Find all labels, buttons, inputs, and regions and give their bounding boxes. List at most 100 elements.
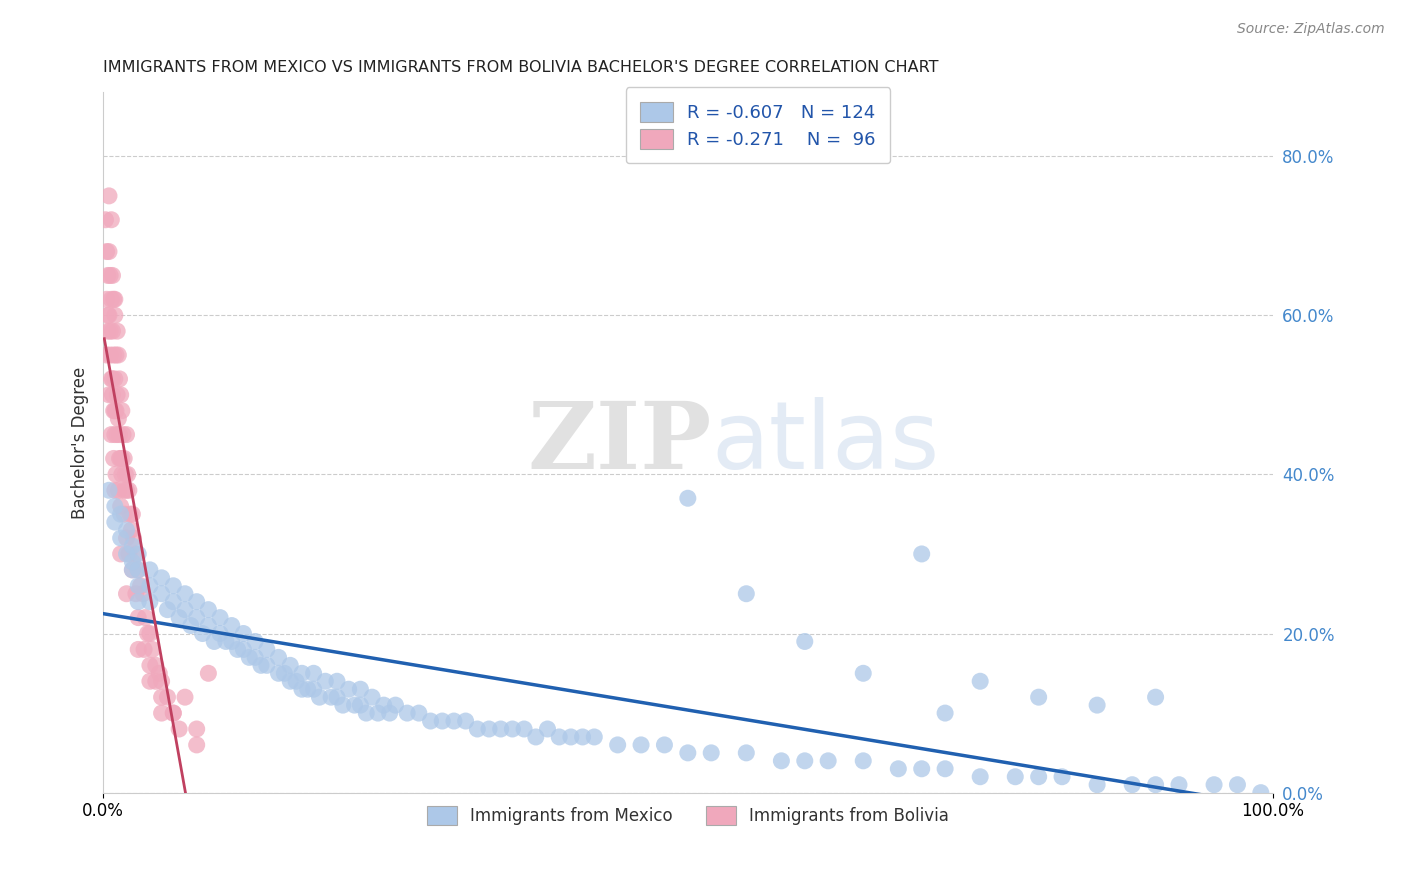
Point <box>105 427 128 442</box>
Point <box>122 531 145 545</box>
Point <box>524 730 547 744</box>
Point <box>969 674 991 689</box>
Point <box>139 658 162 673</box>
Point <box>911 547 934 561</box>
Point <box>107 483 129 498</box>
Point <box>186 595 208 609</box>
Point <box>141 642 163 657</box>
Point <box>548 730 571 744</box>
Point <box>101 388 124 402</box>
Point <box>110 388 132 402</box>
Point <box>606 738 628 752</box>
Point <box>221 618 243 632</box>
Point <box>793 634 815 648</box>
Point <box>443 714 465 728</box>
Point <box>186 610 208 624</box>
Point <box>127 563 149 577</box>
Point <box>115 523 138 537</box>
Point <box>162 706 184 720</box>
Point <box>111 427 134 442</box>
Point <box>273 666 295 681</box>
Point <box>852 754 875 768</box>
Point <box>478 722 501 736</box>
Point <box>267 650 290 665</box>
Point <box>250 658 273 673</box>
Point <box>121 555 143 569</box>
Point <box>654 738 676 752</box>
Point <box>384 698 406 713</box>
Point <box>432 714 454 728</box>
Point <box>97 324 120 338</box>
Point <box>215 634 238 648</box>
Point <box>326 674 349 689</box>
Point <box>180 618 202 632</box>
Point <box>267 666 290 681</box>
Point <box>108 451 131 466</box>
Point <box>112 483 135 498</box>
Point <box>156 690 179 705</box>
Point <box>887 762 910 776</box>
Point <box>134 610 156 624</box>
Point <box>139 563 162 577</box>
Point <box>291 666 314 681</box>
Point <box>191 626 214 640</box>
Point <box>103 348 125 362</box>
Point <box>150 690 173 705</box>
Point <box>1121 778 1143 792</box>
Point <box>118 547 141 561</box>
Point <box>112 451 135 466</box>
Point <box>107 348 129 362</box>
Point <box>104 372 127 386</box>
Point <box>167 610 190 624</box>
Point <box>101 268 124 283</box>
Point <box>121 539 143 553</box>
Point <box>104 483 127 498</box>
Point <box>125 587 148 601</box>
Point <box>104 348 127 362</box>
Point <box>408 706 430 720</box>
Point <box>104 403 127 417</box>
Point <box>1202 778 1225 792</box>
Point <box>232 642 254 657</box>
Point <box>121 563 143 577</box>
Point <box>1144 778 1167 792</box>
Point <box>852 666 875 681</box>
Point <box>700 746 723 760</box>
Point <box>308 690 330 705</box>
Point <box>103 293 125 307</box>
Point <box>343 698 366 713</box>
Point <box>243 650 266 665</box>
Point <box>174 690 197 705</box>
Point <box>285 674 308 689</box>
Point <box>111 467 134 482</box>
Point <box>121 507 143 521</box>
Point <box>1168 778 1191 792</box>
Point <box>150 674 173 689</box>
Point <box>127 642 149 657</box>
Point <box>186 722 208 736</box>
Point <box>735 587 758 601</box>
Point <box>104 403 127 417</box>
Point <box>115 547 138 561</box>
Point <box>373 698 395 713</box>
Point <box>103 451 125 466</box>
Point <box>297 682 319 697</box>
Point <box>934 762 956 776</box>
Point <box>934 706 956 720</box>
Point <box>1028 690 1050 705</box>
Point <box>150 571 173 585</box>
Point <box>104 293 127 307</box>
Point <box>104 308 127 322</box>
Point <box>132 642 155 657</box>
Point <box>98 268 121 283</box>
Point <box>121 563 143 577</box>
Point <box>162 579 184 593</box>
Point <box>139 579 162 593</box>
Point <box>278 674 301 689</box>
Point <box>337 682 360 697</box>
Point <box>107 411 129 425</box>
Point <box>101 372 124 386</box>
Point <box>97 308 120 322</box>
Point <box>467 722 489 736</box>
Point <box>115 483 138 498</box>
